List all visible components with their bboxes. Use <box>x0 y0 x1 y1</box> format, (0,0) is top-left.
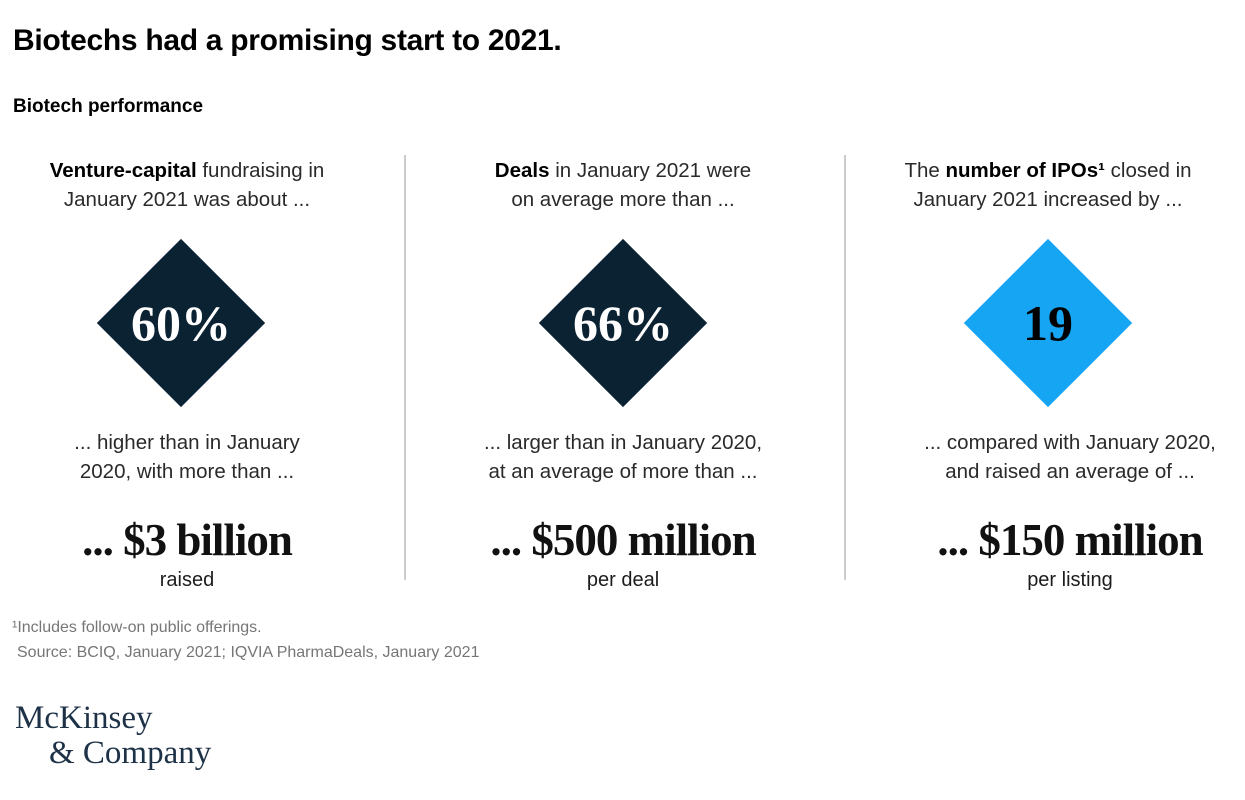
column-value: ... $150 million <box>937 515 1203 565</box>
mid-line1: ... higher than in January <box>74 431 300 454</box>
footnote: ¹Includes follow-on public offerings. <box>12 619 262 636</box>
mid-line1: ... compared with January 2020, <box>924 431 1216 454</box>
column-header: Deals in January 2021 were on average mo… <box>452 156 794 214</box>
diamond-stat: 60% <box>96 238 266 408</box>
column-header: The number of IPOs¹ closed in January 20… <box>877 156 1219 214</box>
chart-subtitle: Biotech performance <box>13 96 204 117</box>
diamond-stat: 19 <box>963 238 1133 408</box>
column-value: ... $3 billion <box>82 515 293 565</box>
mckinsey-logo: McKinsey & Company <box>15 701 211 771</box>
header-bold: number of IPOs¹ <box>945 159 1105 182</box>
column-deals: Deals in January 2021 were on average mo… <box>452 156 794 596</box>
header-bold: Venture-capital <box>49 159 197 182</box>
header-post: closed in <box>1104 159 1192 182</box>
column-divider-2 <box>844 155 846 580</box>
column-venture-capital: Venture-capital fundraising in January 2… <box>16 156 358 596</box>
column-value-label: per deal <box>586 569 660 591</box>
column-value-label: raised <box>159 569 215 591</box>
source-line: Source: BCIQ, January 2021; IQVIA Pharma… <box>17 644 480 661</box>
header-line2: January 2021 was about ... <box>63 188 311 211</box>
diamond-value: 60% <box>131 295 231 351</box>
logo-line1: McKinsey <box>15 700 153 736</box>
logo-line2: & Company <box>49 735 212 771</box>
column-mid-text: ... compared with January 2020, and rais… <box>879 428 1245 486</box>
header-pre: The <box>904 159 946 182</box>
page-title: Biotechs had a promising start to 2021. <box>13 24 562 57</box>
mid-line2: 2020, with more than ... <box>79 460 295 483</box>
mid-line2: at an average of more than ... <box>488 460 758 483</box>
diamond-value: 66% <box>573 295 673 351</box>
header-line2: January 2021 increased by ... <box>913 188 1183 211</box>
column-divider-1 <box>404 155 406 580</box>
header-bold: Deals <box>494 159 550 182</box>
header-post: fundraising in <box>196 159 325 182</box>
mid-line2: and raised an average of ... <box>945 460 1195 483</box>
column-mid-text: ... larger than in January 2020, at an a… <box>432 428 814 486</box>
header-line2: on average more than ... <box>511 188 735 211</box>
column-ipos: The number of IPOs¹ closed in January 20… <box>877 156 1219 596</box>
diamond-stat: 66% <box>538 238 708 408</box>
mid-line1: ... larger than in January 2020, <box>483 431 763 454</box>
column-value: ... $500 million <box>490 515 756 565</box>
column-mid-text: ... higher than in January 2020, with mo… <box>0 428 378 486</box>
column-header: Venture-capital fundraising in January 2… <box>16 156 358 214</box>
column-value-label: per listing <box>1027 569 1113 591</box>
diamond-value: 19 <box>1023 295 1073 351</box>
header-post: in January 2021 were <box>549 159 752 182</box>
